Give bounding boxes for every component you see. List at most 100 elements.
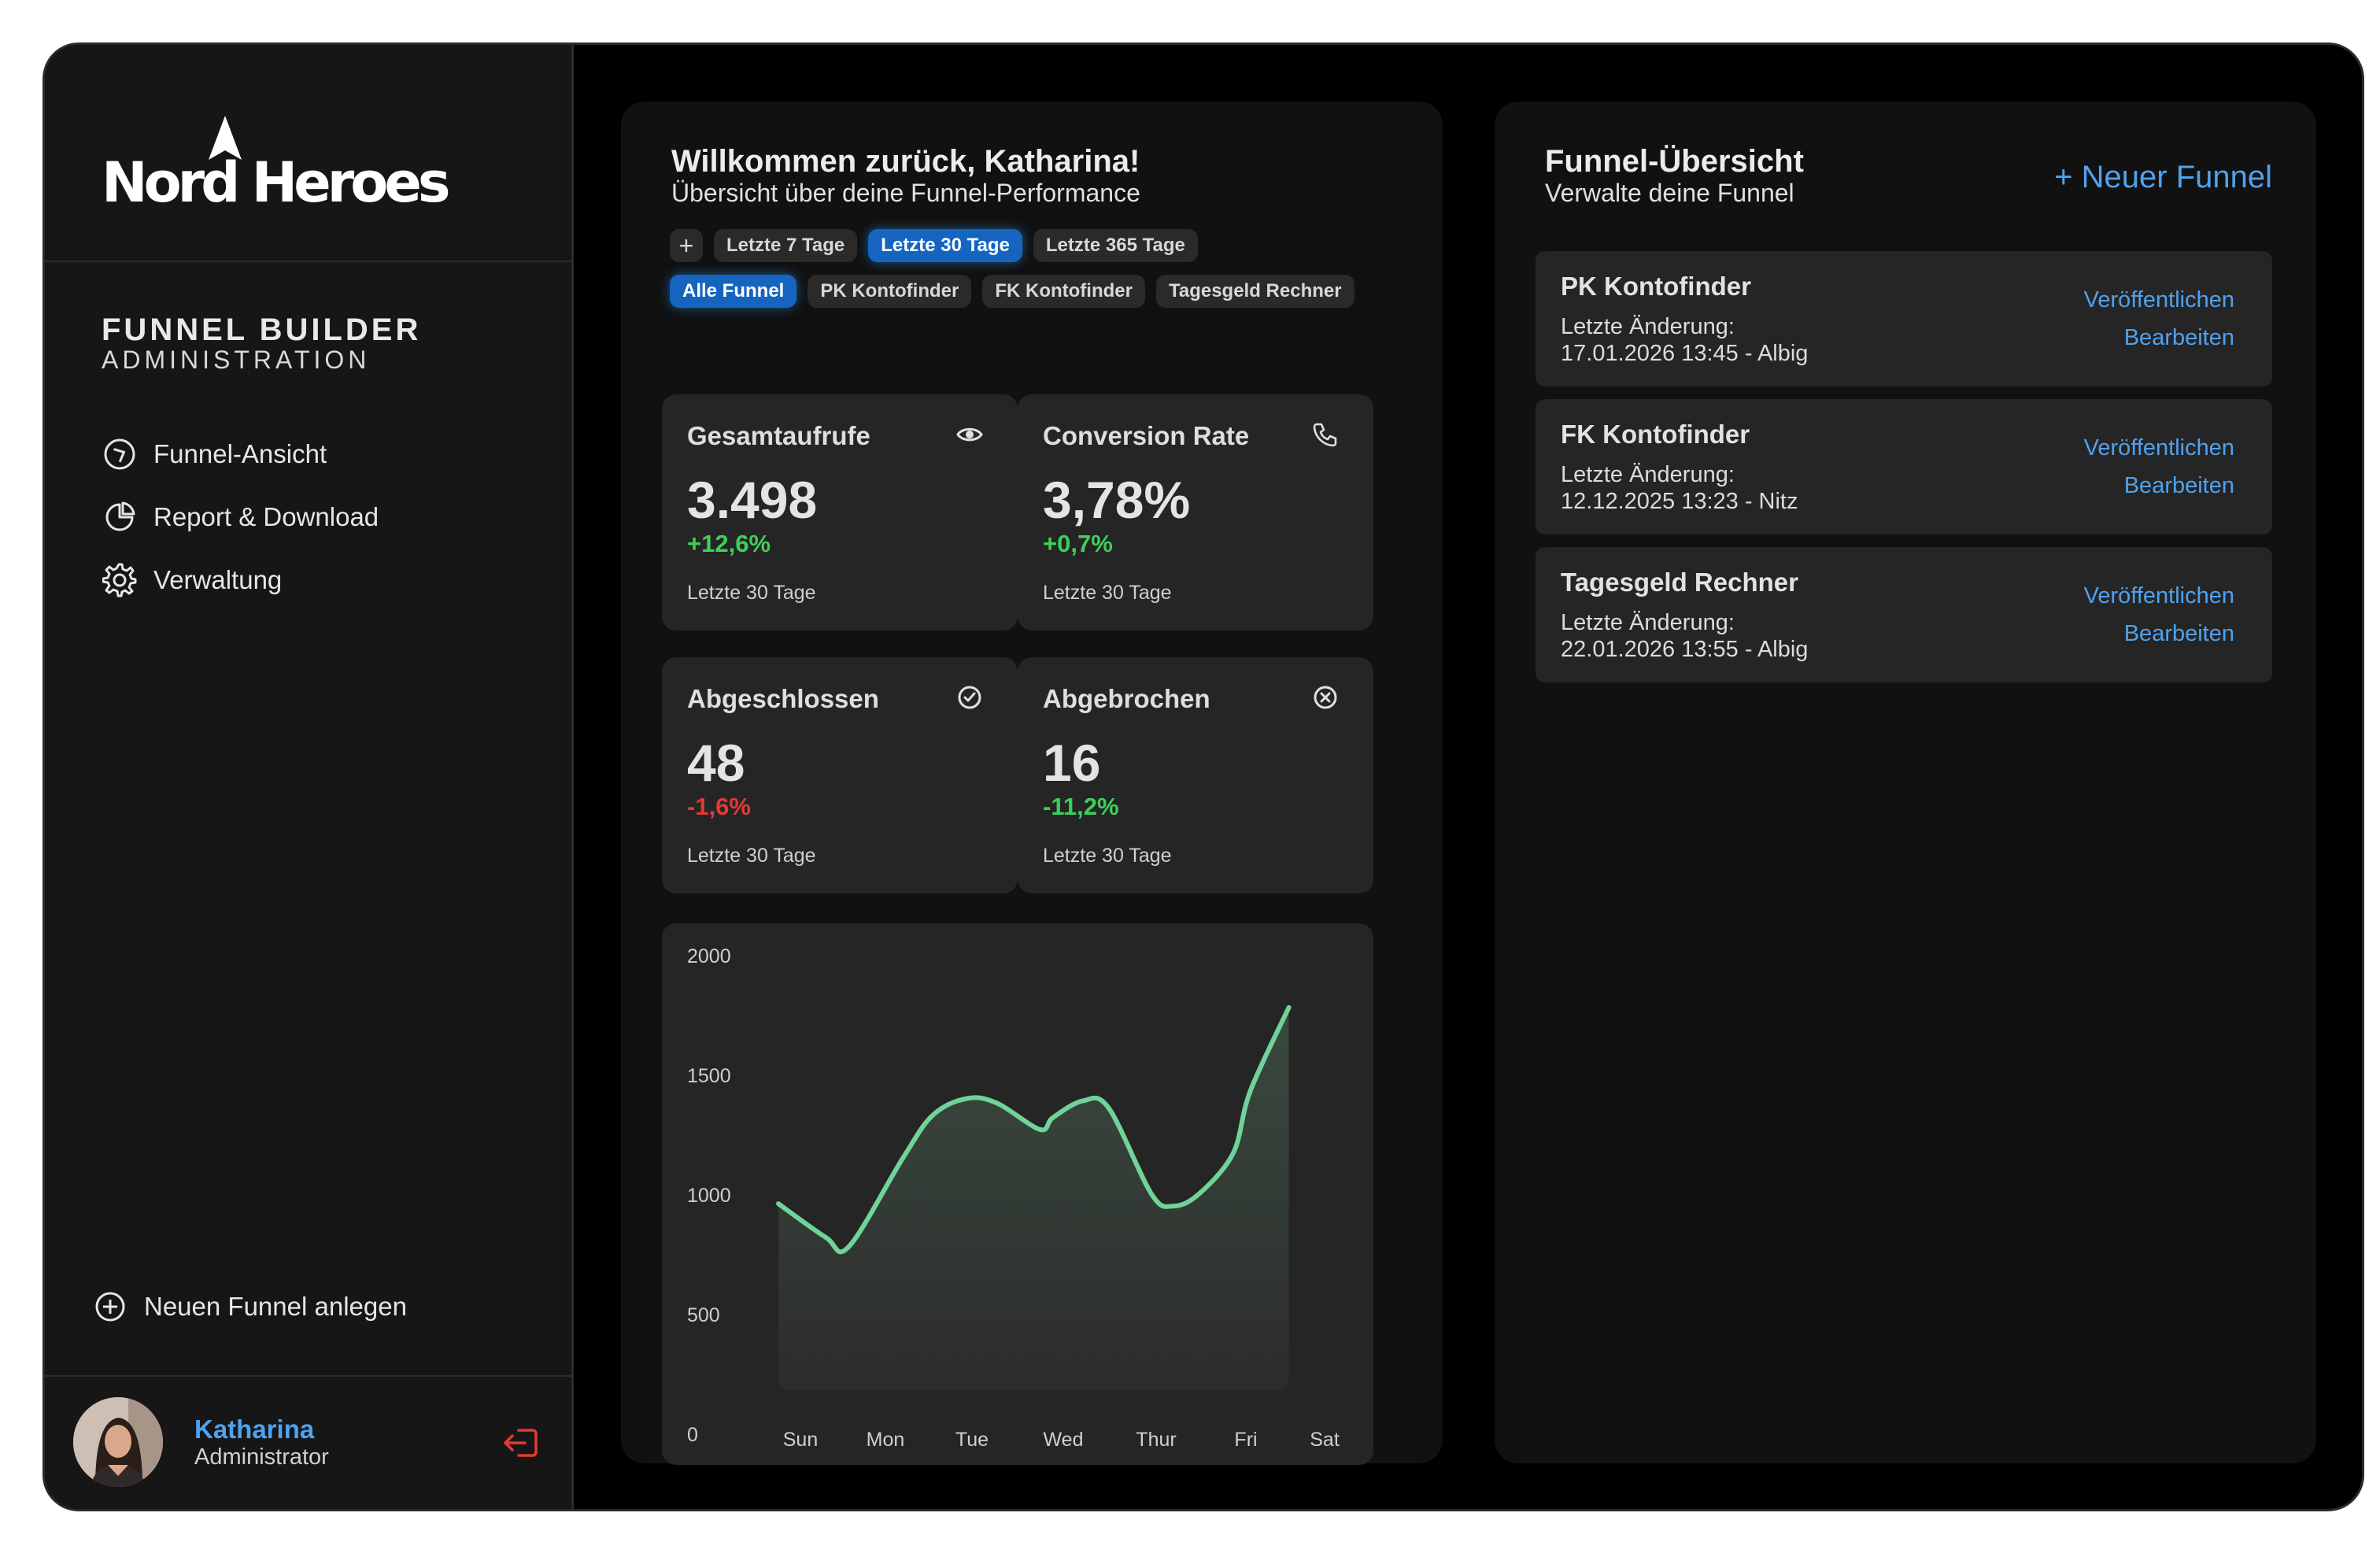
stat-card-gesamtaufrufe: Gesamtaufrufe 3.498 +12,6% Letzte 30 Tag…	[662, 394, 1018, 631]
stat-value: 48	[687, 734, 745, 792]
chip-period-365[interactable]: Letzte 365 Tage	[1033, 229, 1198, 262]
chip-funnel-pk[interactable]: PK Kontofinder	[808, 275, 972, 308]
stat-card-abgebrochen: Abgebrochen 16 -11,2% Letzte 30 Tage	[1018, 657, 1373, 893]
stat-value: 16	[1043, 734, 1101, 792]
edit-link[interactable]: Bearbeiten	[2123, 621, 2234, 646]
publish-link[interactable]: Veröffentlichen	[2083, 583, 2234, 608]
stat-title: Conversion Rate	[1043, 421, 1250, 450]
sidebar-item-label: Report & Download	[153, 502, 379, 531]
stat-delta: -11,2%	[1043, 793, 1119, 820]
user-profile: Katharina Administrator	[73, 1397, 545, 1492]
phone-icon	[1313, 423, 1337, 447]
stat-delta: +12,6%	[687, 530, 771, 557]
stat-delta: +0,7%	[1043, 530, 1113, 557]
plus-icon: +	[678, 231, 694, 260]
sidebar-item-report-download[interactable]: Report & Download	[102, 486, 379, 549]
stat-title: Gesamtaufrufe	[687, 421, 870, 450]
new-funnel-button[interactable]: + Neuer Funnel	[2054, 160, 2272, 194]
x-tick-label: Sat	[1310, 1429, 1340, 1451]
plus-circle-icon	[92, 1289, 128, 1325]
funnel-change-date: 22.01.2026 13:55 - Albig	[1561, 637, 1809, 662]
sidebar: Nord Heroes FUNNEL BUILDER ADMINISTRATIO…	[45, 45, 574, 1509]
gear-icon	[102, 562, 138, 598]
area-fill	[778, 1007, 1289, 1391]
funnel-row-fk: FK Kontofinder Letzte Änderung: 12.12.20…	[1536, 399, 2272, 534]
sidebar-nav: Funnel-Ansicht Report & Download Verwalt…	[102, 423, 379, 612]
avatar[interactable]	[73, 1397, 163, 1487]
stat-value: 3,78%	[1043, 471, 1191, 529]
check-circle-icon	[958, 686, 981, 709]
y-tick-label: 0	[687, 1424, 698, 1446]
funnel-row-pk: PK Kontofinder Letzte Änderung: 17.01.20…	[1536, 251, 2272, 386]
logout-icon	[504, 1429, 538, 1457]
logo: Nord Heroes	[102, 116, 464, 234]
x-tick-label: Thur	[1136, 1429, 1176, 1451]
funnel-change-label: Letzte Änderung:	[1561, 314, 1735, 339]
brand-title: FUNNEL BUILDER	[102, 313, 422, 347]
user-name: Katharina	[194, 1415, 315, 1444]
x-tick-label: Fri	[1234, 1429, 1257, 1451]
funnel-overview-panel: Funnel-Übersicht Verwalte deine Funnel +…	[1495, 102, 2316, 1463]
funnel-change-label: Letzte Änderung:	[1561, 462, 1735, 487]
stat-card-conversion-rate: Conversion Rate 3,78% +0,7% Letzte 30 Ta…	[1018, 394, 1373, 631]
overview-subtitle: Verwalte deine Funnel	[1545, 179, 1794, 207]
y-tick-label: 500	[687, 1304, 720, 1326]
sidebar-divider	[45, 1375, 574, 1377]
brand-subtitle: ADMINISTRATION	[102, 346, 371, 374]
edit-link[interactable]: Bearbeiten	[2123, 325, 2234, 350]
logo-text: Nord Heroes	[102, 150, 450, 215]
funnel-filter: Alle Funnel PK Kontofinder FK Kontofinde…	[670, 275, 1354, 308]
series-line	[776, 1004, 1292, 1255]
x-tick-label: Mon	[867, 1429, 905, 1451]
funnel-change-date: 12.12.2025 13:23 - Nitz	[1561, 489, 1798, 514]
stat-period: Letzte 30 Tage	[687, 845, 816, 867]
user-role: Administrator	[194, 1444, 329, 1470]
sidebar-item-label: Funnel-Ansicht	[153, 439, 327, 468]
publish-link[interactable]: Veröffentlichen	[2083, 287, 2234, 313]
chip-funnel-fk[interactable]: FK Kontofinder	[982, 275, 1145, 308]
publish-link[interactable]: Veröffentlichen	[2083, 435, 2234, 460]
stat-card-abgeschlossen: Abgeschlossen 48 -1,6% Letzte 30 Tage	[662, 657, 1018, 893]
area-chart: 0 500 1000 1500 2000 Sun Mon Tue Wed Thur Fri Sat	[687, 945, 1340, 1451]
y-tick-label: 1000	[687, 1185, 731, 1207]
funnel-name: FK Kontofinder	[1561, 420, 1750, 449]
stat-value: 3.498	[687, 471, 818, 529]
stat-period: Letzte 30 Tage	[687, 582, 816, 604]
eye-icon	[956, 427, 983, 442]
funnel-name: Tagesgeld Rechner	[1561, 568, 1798, 597]
add-filter-button[interactable]: +	[670, 229, 703, 262]
edit-link[interactable]: Bearbeiten	[2123, 473, 2234, 498]
chip-period-7[interactable]: Letzte 7 Tage	[714, 229, 858, 262]
chip-funnel-tagesgeld[interactable]: Tagesgeld Rechner	[1155, 275, 1354, 308]
x-tick-label: Sun	[783, 1429, 818, 1451]
compass-icon	[102, 436, 138, 472]
new-funnel-label: Neuen Funnel anlegen	[144, 1292, 407, 1321]
chip-funnel-all[interactable]: Alle Funnel	[670, 275, 797, 308]
mountain-peak-icon	[209, 116, 242, 160]
stat-title: Abgeschlossen	[687, 684, 879, 713]
stat-delta: -1,6%	[687, 793, 751, 820]
logout-button[interactable]	[501, 1422, 542, 1463]
chip-period-30[interactable]: Letzte 30 Tage	[868, 229, 1022, 262]
sidebar-item-label: Verwaltung	[153, 565, 283, 594]
sidebar-divider	[45, 261, 574, 262]
page-subtitle: Übersicht über deine Funnel-Performance	[671, 179, 1140, 207]
sidebar-item-funnel-ansicht[interactable]: Funnel-Ansicht	[102, 423, 379, 486]
new-funnel-link[interactable]: Neuen Funnel anlegen	[92, 1289, 407, 1325]
stat-title: Abgebrochen	[1043, 684, 1210, 713]
period-filter: + Letzte 7 Tage Letzte 30 Tage Letzte 36…	[670, 229, 1198, 262]
dashboard-panel: Willkommen zurück, Katharina! Übersicht …	[621, 102, 1443, 1465]
app-window: Nord Heroes FUNNEL BUILDER ADMINISTRATIO…	[42, 43, 2364, 1511]
stat-period: Letzte 30 Tage	[1043, 582, 1172, 604]
y-tick-label: 2000	[687, 945, 731, 967]
page-title: Willkommen zurück, Katharina!	[671, 144, 1140, 179]
x-tick-label: Wed	[1044, 1429, 1084, 1451]
y-tick-label: 1500	[687, 1065, 731, 1087]
funnel-change-date: 17.01.2026 13:45 - Albig	[1561, 341, 1809, 366]
x-tick-label: Tue	[955, 1429, 989, 1451]
funnel-name: PK Kontofinder	[1561, 272, 1751, 301]
sidebar-item-verwaltung[interactable]: Verwaltung	[102, 549, 379, 612]
pie-chart-icon	[102, 499, 138, 535]
x-circle-icon	[1314, 686, 1337, 709]
funnel-row-tagesgeld: Tagesgeld Rechner Letzte Änderung: 22.01…	[1536, 547, 2272, 682]
